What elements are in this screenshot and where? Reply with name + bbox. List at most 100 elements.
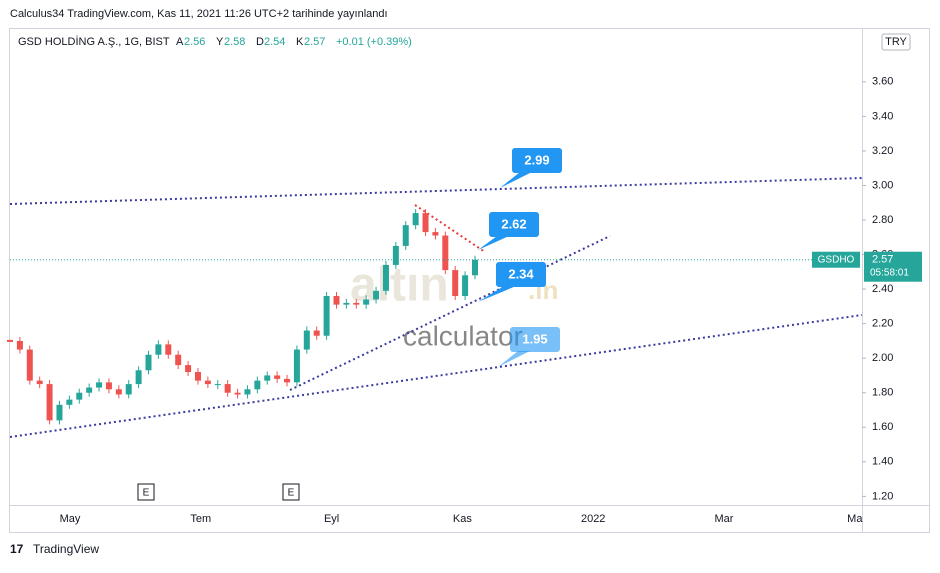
trend-line (9, 177, 863, 205)
candle-body (373, 290, 380, 300)
candle-body (254, 380, 261, 390)
ohlc-label: K (296, 36, 304, 48)
price-box (864, 251, 922, 282)
ohlc-label: A (176, 36, 184, 48)
candle-body (432, 232, 439, 236)
ohlc-value: 2.57 (304, 36, 325, 48)
candle-body (105, 382, 112, 390)
callout-box (510, 327, 560, 352)
y-tick-label: 2.20 (872, 318, 893, 330)
x-tick-label: Kas (453, 513, 472, 525)
y-tick-label: 2.80 (872, 214, 893, 226)
candle-body (155, 344, 162, 355)
candle-body (462, 275, 469, 296)
candle-body (274, 375, 281, 379)
ticker-box (812, 251, 860, 268)
header: Calculus34 TradingView.com, Kas 11, 2021… (10, 8, 388, 20)
callout-pointer (478, 286, 516, 302)
y-tick-label: 2.40 (872, 283, 893, 295)
candle-body (96, 382, 103, 388)
event-label: E (143, 488, 150, 499)
candle-body (412, 213, 419, 226)
trend-line (9, 314, 863, 438)
candle-body (175, 354, 182, 366)
callout-box (489, 212, 539, 237)
callout-box (496, 262, 546, 287)
candle-body (214, 384, 221, 386)
ticker: GSDHO (818, 254, 855, 265)
candle-body (145, 354, 152, 371)
candle-body (333, 296, 340, 305)
symbol: GSD HOLDİNG A.Ş., 1G, BIST (18, 35, 170, 48)
x-tick-label: Ma (847, 513, 863, 525)
candle-body (353, 302, 360, 305)
x-tick-label: Eyl (324, 513, 339, 525)
event-label: E (288, 488, 295, 499)
last-price: 2.57 (872, 254, 893, 266)
candle-body (194, 372, 201, 381)
candle-body (382, 264, 389, 291)
candle-body (264, 375, 271, 381)
candle-body (36, 380, 43, 385)
y-tick-label: 1.20 (872, 490, 893, 502)
event-box (282, 483, 300, 501)
candle-body (125, 384, 132, 395)
change: +0.01 (+0.39%) (336, 36, 412, 48)
currency[interactable]: TRY (885, 36, 907, 48)
ohlc-value: 2.54 (264, 36, 285, 48)
watermark-text: calculator (403, 320, 523, 351)
y-tick-label: 3.40 (872, 110, 893, 122)
candle-body (323, 296, 330, 336)
ohlc-legend: A 2.56 Y 2.58 D 2.54 K 2.57 (176, 36, 325, 48)
footer: TradingView (33, 542, 99, 556)
y-tick-label: 2.00 (872, 352, 893, 364)
candle-body (56, 404, 63, 421)
candle-body (422, 213, 429, 233)
candle-body (224, 384, 231, 393)
candle-body (442, 235, 449, 271)
candle-body (244, 389, 251, 395)
event-box (137, 483, 155, 501)
y-tick-label: 1.40 (872, 456, 893, 468)
annotations: 2.99 2.62 2.34 1.95 (478, 148, 562, 367)
callout-label: 2.99 (524, 152, 549, 167)
candle-body (363, 299, 370, 305)
y-tick-label: 3.60 (872, 76, 893, 88)
candle-body (313, 330, 320, 336)
candle-body (452, 270, 459, 296)
ohlc-value: 2.58 (224, 36, 245, 48)
y-tick-label: 1.60 (872, 421, 893, 433)
callout-label: 2.62 (501, 216, 526, 231)
x-tick-label: Mar (715, 513, 734, 525)
x-tick-label: Tem (190, 513, 211, 525)
y-tick-label: 3.20 (872, 145, 893, 157)
chart-frame (9, 28, 930, 533)
currency-box[interactable] (881, 33, 911, 51)
ohlc-label: D (256, 36, 264, 48)
candle-body (86, 387, 93, 393)
candle-body (402, 225, 409, 246)
y-tick-label: 1.80 (872, 387, 893, 399)
candle-body (234, 392, 241, 395)
candle-body (135, 370, 142, 385)
candle-body (392, 245, 399, 265)
candle-body (66, 399, 73, 405)
x-tick-label: May (60, 513, 81, 525)
callout-pointer (498, 351, 530, 367)
candle-body (472, 259, 478, 276)
candle-body (16, 340, 23, 350)
ohlc-value: 2.56 (184, 36, 205, 48)
trend-line (289, 235, 611, 391)
trend-line (414, 204, 486, 253)
candle-body (293, 349, 300, 383)
candle-body (303, 330, 310, 350)
trend-lines (9, 177, 863, 438)
ohlc-label: Y (216, 36, 224, 48)
callout-box (512, 148, 562, 173)
candle-body (204, 380, 211, 385)
candle-body (76, 392, 83, 400)
callout-pointer (500, 172, 532, 188)
y-tick-label: 3.00 (872, 179, 893, 191)
